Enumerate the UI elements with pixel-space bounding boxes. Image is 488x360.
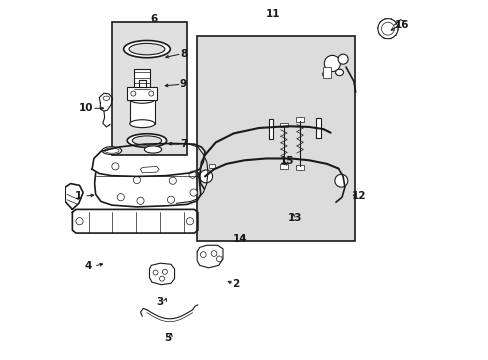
Ellipse shape xyxy=(337,54,347,64)
Circle shape xyxy=(211,251,217,256)
Bar xyxy=(139,80,145,87)
Bar xyxy=(268,119,273,139)
Bar xyxy=(323,67,330,78)
Bar xyxy=(296,117,303,122)
Circle shape xyxy=(162,269,167,274)
Text: 4: 4 xyxy=(84,261,92,271)
Circle shape xyxy=(188,171,196,178)
Text: 11: 11 xyxy=(265,9,280,19)
Bar xyxy=(197,36,354,241)
Circle shape xyxy=(377,19,397,39)
Circle shape xyxy=(76,218,83,225)
Text: 1: 1 xyxy=(75,191,82,201)
Circle shape xyxy=(131,91,136,96)
Ellipse shape xyxy=(335,69,343,76)
Circle shape xyxy=(169,177,176,184)
Ellipse shape xyxy=(127,134,166,147)
Text: 15: 15 xyxy=(280,156,294,166)
Ellipse shape xyxy=(103,96,109,100)
Circle shape xyxy=(133,176,140,184)
Ellipse shape xyxy=(129,43,164,55)
Text: 9: 9 xyxy=(180,79,187,89)
Text: 2: 2 xyxy=(231,279,239,289)
Ellipse shape xyxy=(322,72,328,77)
Bar xyxy=(208,164,215,168)
Text: 5: 5 xyxy=(163,333,171,343)
Text: 12: 12 xyxy=(351,191,366,201)
Bar xyxy=(280,164,287,168)
Circle shape xyxy=(190,189,197,196)
Text: 6: 6 xyxy=(150,14,158,24)
Circle shape xyxy=(167,196,174,203)
Text: 14: 14 xyxy=(232,234,247,244)
Circle shape xyxy=(112,163,119,170)
Bar xyxy=(112,22,187,155)
Bar xyxy=(280,123,287,127)
Bar xyxy=(129,99,155,124)
Circle shape xyxy=(153,270,158,275)
Circle shape xyxy=(200,252,206,257)
Circle shape xyxy=(186,218,193,225)
Circle shape xyxy=(159,276,164,281)
Circle shape xyxy=(117,194,124,201)
Circle shape xyxy=(148,91,153,96)
Ellipse shape xyxy=(102,147,122,154)
Ellipse shape xyxy=(144,146,162,153)
Circle shape xyxy=(334,174,347,187)
Circle shape xyxy=(216,256,222,262)
Ellipse shape xyxy=(132,136,162,145)
Ellipse shape xyxy=(123,41,170,58)
Circle shape xyxy=(199,170,212,183)
Text: 8: 8 xyxy=(180,49,187,59)
Ellipse shape xyxy=(129,120,155,128)
Circle shape xyxy=(137,197,144,204)
Bar xyxy=(296,165,303,170)
Ellipse shape xyxy=(104,148,119,153)
Ellipse shape xyxy=(129,95,155,103)
Text: 10: 10 xyxy=(79,103,93,113)
Bar xyxy=(316,118,320,138)
Circle shape xyxy=(381,22,394,35)
Text: 7: 7 xyxy=(180,139,187,149)
Ellipse shape xyxy=(324,55,340,72)
Bar xyxy=(134,69,150,92)
Text: 13: 13 xyxy=(287,213,301,222)
Text: 16: 16 xyxy=(394,20,409,30)
Bar xyxy=(127,87,157,100)
Text: 3: 3 xyxy=(156,297,163,307)
